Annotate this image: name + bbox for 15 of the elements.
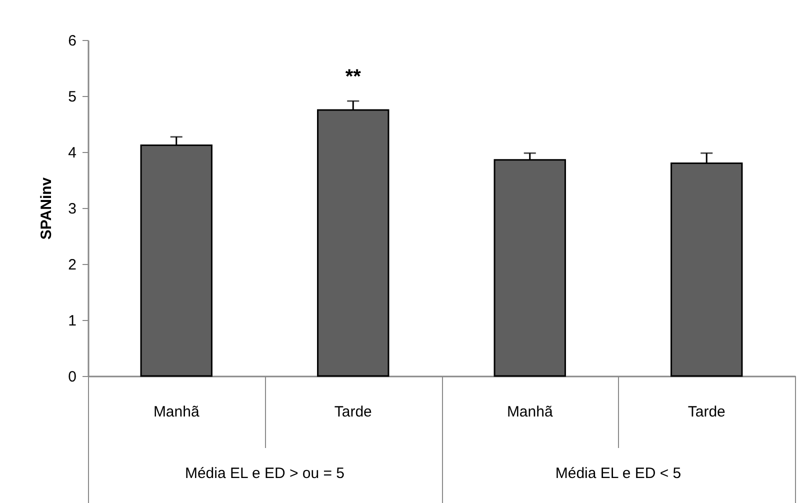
y-tick-label: 6 <box>68 32 76 50</box>
y-tick-label: 4 <box>68 144 76 162</box>
text: Média EL e ED < 5 <box>554 465 682 482</box>
x-tick-label: Manhã <box>153 404 200 420</box>
x-tick-label: Manhã <box>506 404 554 420</box>
annotation: ** <box>345 66 362 88</box>
y-axis-title: SPANinv <box>38 176 56 240</box>
y-tick-label: 2 <box>68 256 76 274</box>
y-tick-label: 0 <box>68 368 76 386</box>
y-tick-label: 1 <box>68 312 76 330</box>
text: Média EL e ED > ou = 5 <box>184 465 346 482</box>
y-tick-label: 3 <box>68 200 76 218</box>
x-tick-label: Tarde <box>688 404 726 420</box>
x-tick-label: Tarde <box>334 404 372 420</box>
y-tick-label: 5 <box>68 88 76 106</box>
